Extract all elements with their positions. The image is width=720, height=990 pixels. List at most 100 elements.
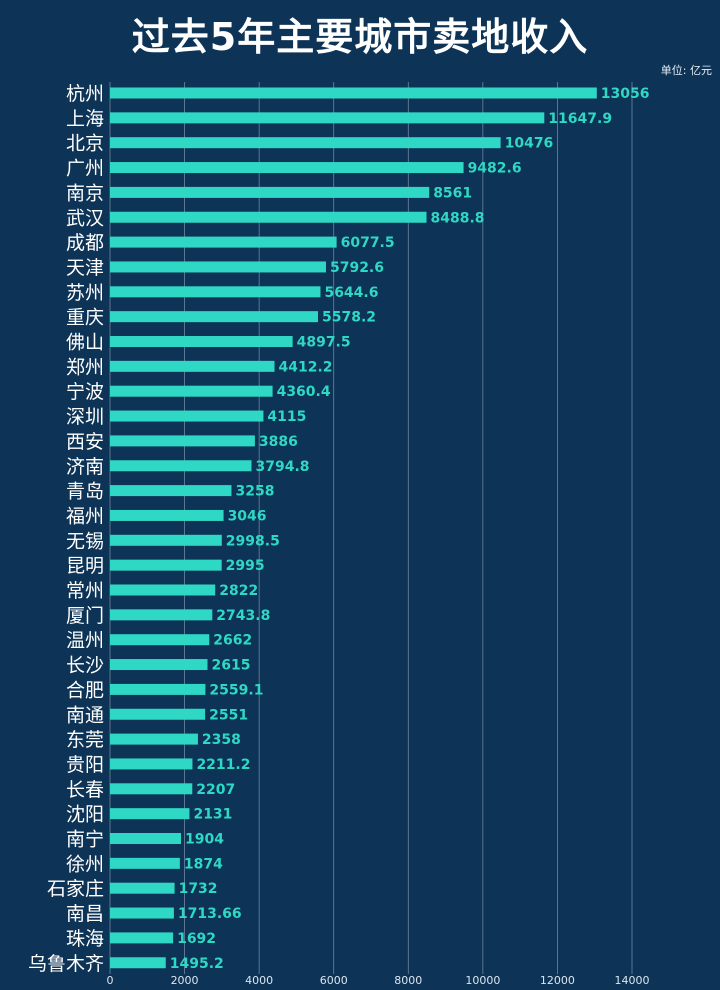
bar xyxy=(110,261,326,273)
bar xyxy=(110,957,166,969)
x-tick-label: 6000 xyxy=(320,974,348,987)
value-label: 2995 xyxy=(226,558,265,574)
category-label: 杭州 xyxy=(66,83,104,105)
category-label: 重庆 xyxy=(66,307,104,329)
category-label: 郑州 xyxy=(66,356,104,378)
category-label: 徐州 xyxy=(66,853,104,875)
category-label: 济南 xyxy=(66,456,104,478)
bar xyxy=(110,137,501,149)
value-label: 9482.6 xyxy=(468,161,522,177)
bar xyxy=(110,410,264,422)
value-label: 2615 xyxy=(212,658,251,674)
value-label: 4360.4 xyxy=(277,384,331,400)
bar xyxy=(110,460,252,472)
bar xyxy=(110,559,222,571)
bar xyxy=(110,683,206,695)
value-label: 6077.5 xyxy=(341,235,395,251)
bar xyxy=(110,758,193,770)
bar xyxy=(110,708,206,720)
value-label: 10476 xyxy=(505,136,554,152)
category-label: 乌鲁木齐 xyxy=(28,953,104,975)
x-tick-label: 4000 xyxy=(245,974,273,987)
value-label: 1732 xyxy=(179,881,218,897)
unit-label: 单位: 亿元 xyxy=(660,64,712,77)
category-label: 长沙 xyxy=(66,655,104,677)
value-label: 11647.9 xyxy=(548,111,612,127)
bar xyxy=(110,659,208,671)
category-label: 昆明 xyxy=(66,555,104,577)
category-label: 福州 xyxy=(66,505,104,527)
category-label: 合肥 xyxy=(66,679,104,701)
value-label: 1495.2 xyxy=(170,956,224,972)
value-label: 8488.8 xyxy=(431,210,485,226)
x-tick-label: 12000 xyxy=(540,974,575,987)
bar xyxy=(110,162,464,174)
bar xyxy=(110,485,232,497)
value-label: 1904 xyxy=(185,832,224,848)
value-label: 2662 xyxy=(213,633,252,649)
bar xyxy=(110,733,198,745)
x-tick-label: 0 xyxy=(107,974,114,987)
category-label: 南京 xyxy=(66,182,104,204)
category-label: 南通 xyxy=(66,704,104,726)
bar xyxy=(110,907,174,919)
category-label: 珠海 xyxy=(66,928,104,950)
value-label: 4115 xyxy=(267,409,306,425)
category-label: 深圳 xyxy=(66,406,104,428)
x-tick-label: 8000 xyxy=(394,974,422,987)
category-label: 石家庄 xyxy=(47,878,104,900)
value-label: 1874 xyxy=(184,856,223,872)
category-label: 南昌 xyxy=(66,903,104,925)
category-label: 贵阳 xyxy=(66,754,104,776)
category-label: 武汉 xyxy=(66,207,104,229)
bar xyxy=(110,435,255,447)
bar xyxy=(110,112,545,124)
bar xyxy=(110,211,427,223)
value-label: 2207 xyxy=(196,782,235,798)
value-label: 2131 xyxy=(193,807,232,823)
category-label: 佛山 xyxy=(66,332,104,354)
bar xyxy=(110,360,275,372)
value-label: 2822 xyxy=(219,583,258,599)
category-label: 青岛 xyxy=(66,481,104,503)
category-label: 南宁 xyxy=(66,829,104,851)
bar xyxy=(110,857,180,869)
value-label: 8561 xyxy=(433,185,472,201)
category-label: 北京 xyxy=(66,133,104,155)
category-label: 广州 xyxy=(66,158,104,180)
value-label: 3886 xyxy=(259,434,298,450)
category-label: 苏州 xyxy=(66,282,104,304)
value-label: 1713.66 xyxy=(178,906,242,922)
category-label: 天津 xyxy=(66,257,104,279)
bar xyxy=(110,882,175,894)
bar xyxy=(110,509,224,521)
category-label: 宁波 xyxy=(66,381,104,403)
value-label: 3794.8 xyxy=(255,459,309,475)
value-label: 2998.5 xyxy=(226,533,280,549)
value-label: 2551 xyxy=(209,707,248,723)
category-label: 长春 xyxy=(66,779,104,801)
category-label: 成都 xyxy=(66,232,104,254)
x-tick-label: 2000 xyxy=(171,974,199,987)
category-label: 沈阳 xyxy=(66,804,104,826)
x-tick-label: 14000 xyxy=(615,974,650,987)
bar xyxy=(110,808,190,820)
value-label: 2211.2 xyxy=(196,757,250,773)
category-label: 无锡 xyxy=(66,530,104,552)
value-label: 2559.1 xyxy=(209,682,263,698)
chart-title: 过去5年主要城市卖地收入 xyxy=(131,15,589,59)
bar xyxy=(110,186,430,198)
value-label: 5792.6 xyxy=(330,260,384,276)
category-label: 西安 xyxy=(66,431,104,453)
bar xyxy=(110,584,216,596)
value-label: 3046 xyxy=(228,508,267,524)
value-label: 2743.8 xyxy=(216,608,270,624)
bar xyxy=(110,609,213,621)
bar xyxy=(110,87,597,99)
bar xyxy=(110,311,318,323)
category-label: 常州 xyxy=(66,580,104,602)
bar xyxy=(110,783,193,795)
bar xyxy=(110,534,222,546)
value-label: 3258 xyxy=(235,484,274,500)
